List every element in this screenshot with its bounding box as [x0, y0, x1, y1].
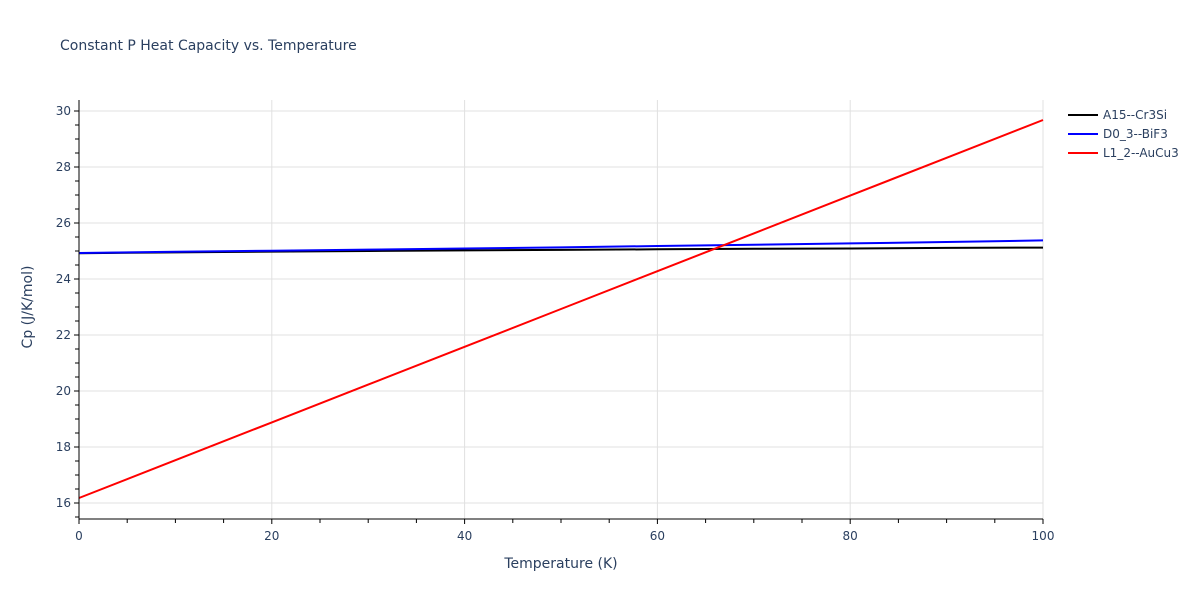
y-tick-label: 26: [56, 216, 71, 230]
legend-label: D0_3--BiF3: [1103, 127, 1168, 141]
x-axis-title: Temperature (K): [503, 556, 617, 572]
legend-item-0[interactable]: A15--Cr3Si: [1068, 108, 1167, 122]
legend: A15--Cr3Si D0_3--BiF3 L1_2--AuCu3: [1068, 108, 1179, 160]
x-tick-label: 80: [843, 529, 858, 543]
legend-item-2[interactable]: L1_2--AuCu3: [1068, 146, 1179, 160]
series-line-2[interactable]: [78, 119, 1044, 499]
y-tick-label: 28: [56, 160, 71, 174]
y-tick-label: 22: [56, 328, 71, 342]
legend-label: A15--Cr3Si: [1103, 108, 1167, 122]
gridlines: [79, 100, 1044, 519]
y-tick-label: 16: [56, 496, 71, 510]
y-tick-label: 24: [56, 272, 71, 286]
x-tick-label: 0: [75, 529, 83, 543]
series-line-1[interactable]: [78, 239, 1044, 254]
y-tick-label: 18: [56, 440, 71, 454]
legend-label: L1_2--AuCu3: [1103, 146, 1179, 160]
x-tick-label: 100: [1032, 529, 1055, 543]
x-tick-label: 20: [264, 529, 279, 543]
legend-item-1[interactable]: D0_3--BiF3: [1068, 127, 1168, 141]
chart-title: Constant P Heat Capacity vs. Temperature: [60, 38, 357, 54]
axes: 0 20 40 60 80 100 16 18 20 22 24 26 28 30: [56, 100, 1055, 543]
plot-area[interactable]: [78, 119, 1044, 499]
y-tick-label: 20: [56, 384, 71, 398]
y-axis-title: Cp (J/K/mol): [20, 266, 36, 349]
x-tick-label: 60: [650, 529, 665, 543]
y-tick-label: 30: [56, 104, 71, 118]
x-tick-label: 40: [457, 529, 472, 543]
